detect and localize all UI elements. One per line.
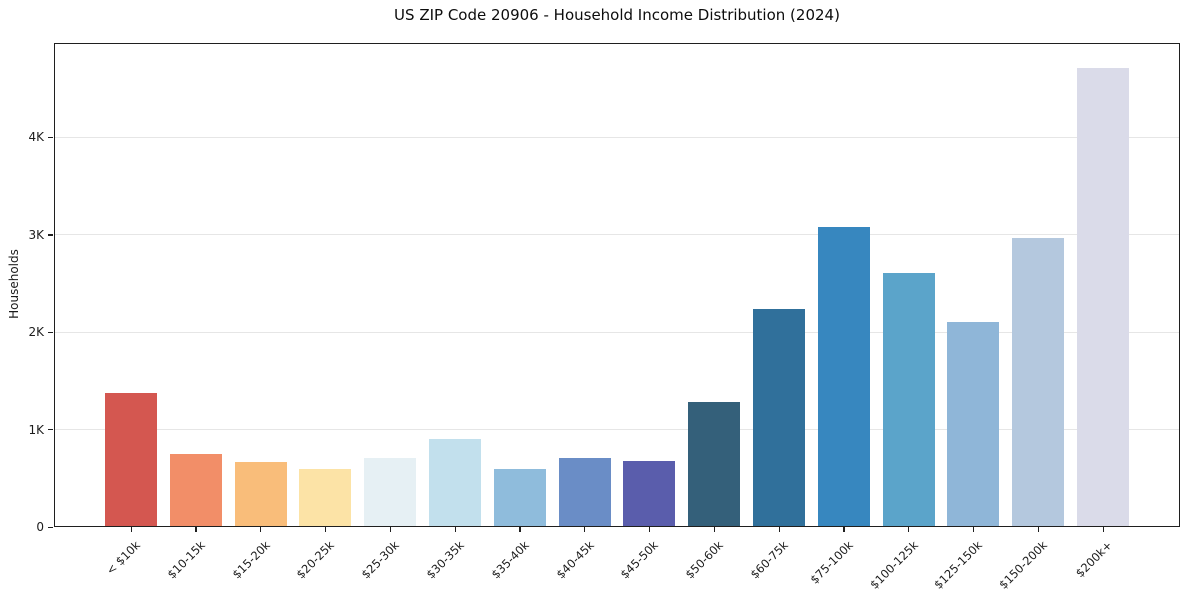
x-tick-mark xyxy=(843,527,845,532)
bar-125-150k xyxy=(947,321,1000,527)
x-tick-mark xyxy=(1037,527,1039,532)
gridline xyxy=(54,429,1180,431)
x-tick-mark xyxy=(584,527,586,532)
gridline xyxy=(54,234,1180,236)
bar-40-45k xyxy=(558,458,611,527)
x-tick-mark xyxy=(389,527,391,532)
x-tick-mark xyxy=(260,527,262,532)
gridline xyxy=(54,136,1180,138)
bar-45-50k xyxy=(623,460,676,527)
bar-35-40k xyxy=(493,468,546,527)
x-tick-mark xyxy=(908,527,910,532)
y-tick-mark xyxy=(48,136,53,139)
y-tick-mark xyxy=(48,429,53,431)
bar-60-75k xyxy=(753,308,805,527)
x-tick-mark xyxy=(778,527,780,532)
x-tick-mark xyxy=(713,527,715,532)
gridline xyxy=(54,331,1180,333)
x-tick-mark xyxy=(454,527,456,532)
x-tick-mark xyxy=(972,527,975,532)
y-tick-label: 2K xyxy=(28,325,44,340)
y-tick-label: 4K xyxy=(28,130,44,145)
bar-10k xyxy=(105,392,157,527)
y-tick-label: 0 xyxy=(36,520,44,534)
x-tick-mark xyxy=(1102,527,1104,532)
y-tick-label: 3K xyxy=(28,227,44,242)
bar-50-60k xyxy=(688,401,741,527)
y-tick-mark xyxy=(48,331,53,334)
x-tick-mark xyxy=(519,527,521,532)
chart-title: US ZIP Code 20906 - Household Income Dis… xyxy=(394,6,840,24)
bar-75-100k xyxy=(817,226,870,527)
x-tick-mark xyxy=(195,527,197,532)
y-tick-label: 1K xyxy=(28,422,44,437)
bar-30-35k xyxy=(429,439,481,527)
y-tick-mark xyxy=(48,234,53,236)
x-tick-mark xyxy=(648,527,651,532)
bar-150-200k xyxy=(1012,238,1065,527)
bar-100-125k xyxy=(882,272,935,527)
y-tick-mark xyxy=(48,526,53,528)
x-tick-label: < $10k xyxy=(103,538,143,578)
bar-15-20k xyxy=(234,461,287,527)
bar-200k xyxy=(1077,68,1129,527)
x-tick-mark xyxy=(130,527,132,532)
bar-20-25k xyxy=(299,468,352,527)
bar-10-15k xyxy=(169,453,222,527)
plot-area: 0 1K 2K 3K 4K < $10k $10-15k $15-20k $20-25k $25-… xyxy=(28,43,1180,590)
bar-25-30k xyxy=(364,457,417,527)
x-tick-mark xyxy=(324,527,327,532)
y-axis-label: Households xyxy=(7,249,21,319)
